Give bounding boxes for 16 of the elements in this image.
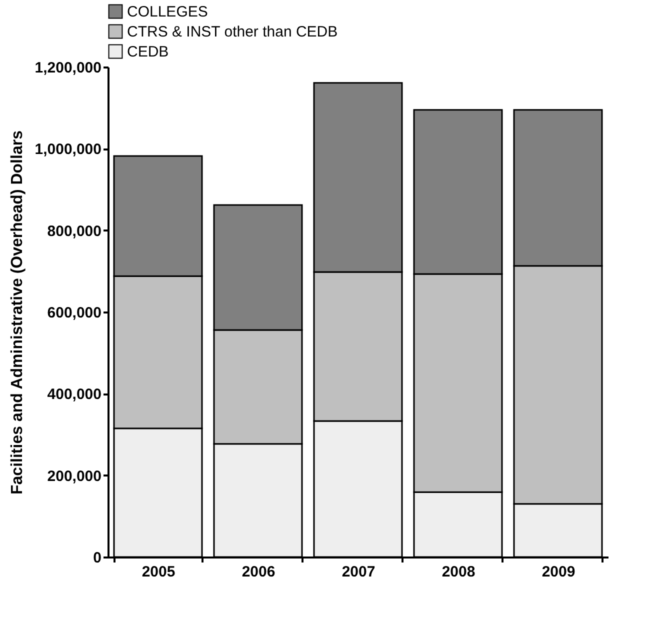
y-tick-label: 1,200,000	[34, 60, 102, 76]
y-tick-label: 0	[93, 550, 102, 566]
legend-label: CEDB	[127, 44, 169, 60]
y-axis-title: Facilities and Administrative (Overhead) Dollars	[8, 130, 26, 494]
y-tick-label: 1,000,000	[34, 141, 102, 158]
y-tick-label: 600,000	[47, 304, 102, 322]
x-tick-label: 2008	[442, 564, 476, 580]
x-tick-label: 2006	[242, 564, 276, 580]
legend-label: CTRS & INST other than CEDB	[127, 24, 338, 40]
y-tick-label: 200,000	[47, 468, 102, 485]
x-tick-label: 2005	[142, 564, 176, 580]
x-tick-label: 2007	[342, 564, 376, 580]
y-tick-label: 800,000	[47, 222, 102, 240]
legend-label: COLLEGES	[127, 4, 208, 20]
y-tick-label: 400,000	[47, 386, 102, 404]
x-tick-label: 2009	[542, 564, 576, 580]
